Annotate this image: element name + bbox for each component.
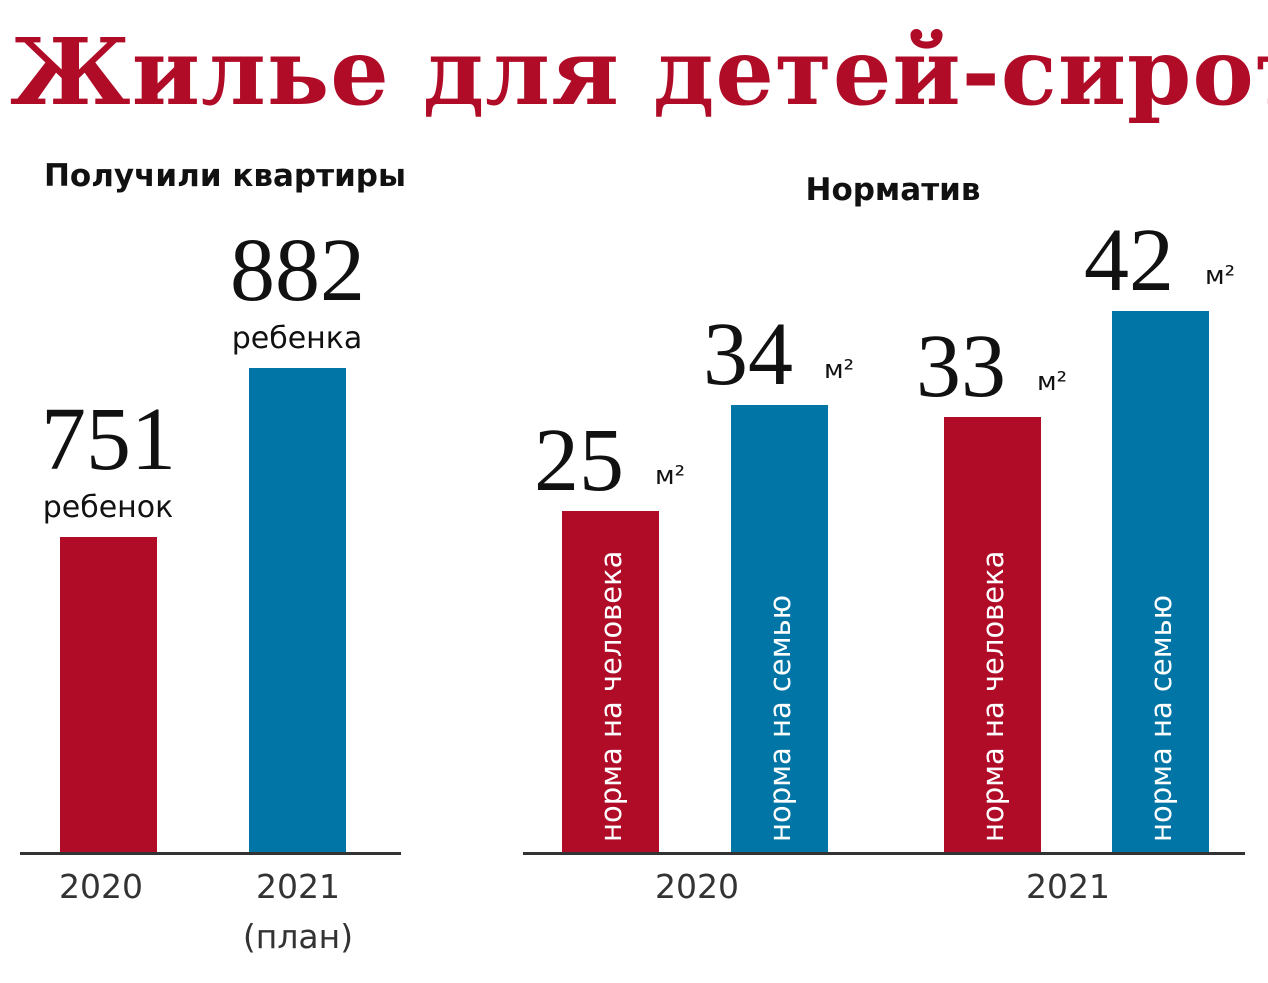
bar-0-2020 (562, 510, 659, 852)
value-caption-2021: ребенка (231, 321, 363, 356)
value-label-0-2021: 33 (916, 316, 1006, 416)
unit-label: м² (824, 355, 855, 386)
right-x-axis (523, 852, 1245, 855)
bar-text-0: норма на человека (594, 550, 628, 842)
bar-1-2021 (1112, 311, 1209, 852)
value-label-0-2020: 25 (534, 410, 624, 510)
right-chart-title: Норматив (805, 172, 981, 208)
value-label-2020: 751 (41, 390, 176, 490)
left-x-label-2020: 2020 (59, 867, 143, 906)
right-x-label-2020: 2020 (655, 867, 739, 906)
value-label-1-2020: 34 (703, 305, 793, 405)
bar-text-1: норма на семью (1144, 594, 1178, 842)
unit-label: м² (1037, 366, 1068, 397)
bar-2021 (249, 368, 346, 852)
plan-label: (план) (242, 917, 354, 956)
bar-0-2021 (944, 416, 1041, 852)
left-x-axis (20, 852, 401, 855)
unit-label: м² (655, 460, 686, 491)
main-title: Жилье для детей-сирот (10, 18, 1268, 126)
value-caption-2020: ребенок (42, 490, 174, 526)
bar-1-2020 (731, 405, 828, 852)
left-chart-title: Получили квартиры (43, 158, 407, 194)
value-label-2021: 882 (230, 221, 365, 320)
left-x-label-2021: 2021 (план) (243, 862, 353, 962)
bar-text-1: норма на семью (763, 594, 797, 842)
right-x-label-2021: 2021 (1026, 867, 1110, 906)
value-label-1-2021: 42 (1084, 211, 1174, 311)
unit-label: м² (1205, 261, 1236, 292)
bar-2020 (60, 537, 157, 852)
bar-text-0: норма на человека (976, 550, 1010, 842)
year: 2021 (256, 867, 340, 906)
